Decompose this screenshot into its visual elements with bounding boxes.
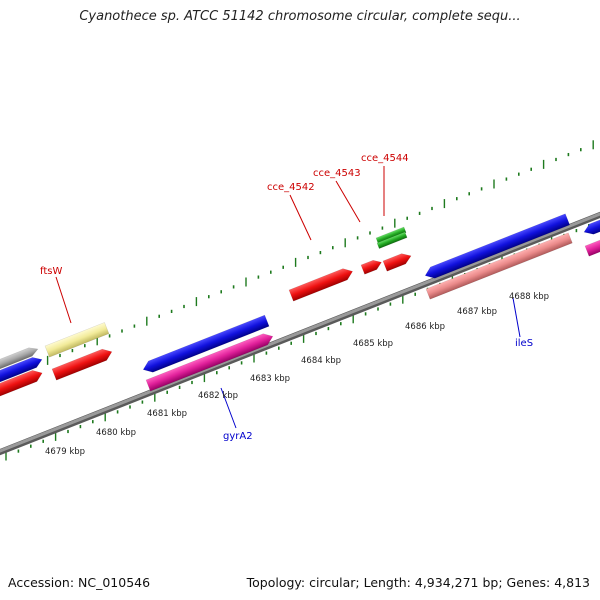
gene-label-gyrA2-leader bbox=[220, 387, 237, 429]
gene-gray-left[interactable] bbox=[0, 345, 40, 384]
gene-label-ileS-leader bbox=[512, 297, 521, 338]
gene-label-gyrA2[interactable]: gyrA2 bbox=[223, 431, 253, 442]
outer-tick-track bbox=[9, 140, 594, 377]
gene-blue-right[interactable] bbox=[582, 211, 600, 237]
gene-red-ftsW-adjacent[interactable] bbox=[51, 346, 114, 381]
gene-label-ileS[interactable]: ileS bbox=[515, 338, 533, 349]
gene-ileS[interactable] bbox=[425, 232, 573, 300]
gene-label-ftsW[interactable]: ftsW bbox=[40, 266, 62, 277]
map-title: Cyanothece sp. ATCC 51142 chromosome cir… bbox=[79, 9, 521, 24]
gene-blue-gyrA2-upstream[interactable] bbox=[141, 314, 270, 375]
gene-gyrA2[interactable] bbox=[145, 331, 275, 392]
gene-cce_4544-red[interactable] bbox=[382, 251, 413, 272]
scale-label: 4684 kbp bbox=[301, 356, 341, 366]
gene-blue-ileS-upstream[interactable] bbox=[423, 213, 571, 281]
gene-label-cce_4543[interactable]: cce_4543 bbox=[313, 168, 361, 179]
scale-label: 4687 kbp bbox=[457, 307, 497, 317]
scale-label: 4679 kbp bbox=[45, 447, 85, 457]
gene-cce_4543[interactable] bbox=[360, 258, 383, 275]
gene-label-cce_4542[interactable]: cce_4542 bbox=[267, 182, 315, 193]
gene-cce_4542[interactable] bbox=[288, 266, 355, 302]
gene-label-ftsW-leader bbox=[55, 276, 72, 324]
gene-features[interactable] bbox=[0, 211, 600, 411]
gene-ftsW[interactable] bbox=[44, 322, 110, 358]
scale-label: 4685 kbp bbox=[353, 339, 393, 349]
accession-label: Accession: NC_010546 bbox=[8, 575, 151, 590]
gene-cce_4544-green-1[interactable] bbox=[375, 226, 407, 244]
scale-label: 4683 kbp bbox=[250, 374, 290, 384]
scale-label: 4681 kbp bbox=[147, 409, 187, 419]
gene-red-left[interactable] bbox=[0, 367, 44, 411]
gene-magenta-right[interactable] bbox=[584, 231, 600, 257]
gene-label-cce_4542-leader bbox=[289, 194, 312, 241]
gene-label-cce_4544[interactable]: cce_4544 bbox=[361, 153, 409, 164]
scale-label: 4680 kbp bbox=[96, 428, 136, 438]
chromosome-backbone bbox=[0, 211, 600, 456]
scale-label: 4686 kbp bbox=[405, 322, 445, 332]
gene-label-cce_4543-leader bbox=[335, 180, 361, 223]
gene-blue-left[interactable] bbox=[0, 354, 44, 397]
scale-labels: 4679 kbp 4680 kbp 4681 kbp 4682 kbp 4683 kbp… bbox=[45, 292, 549, 457]
scale-label: 4688 kbp bbox=[509, 292, 549, 302]
genome-summary: Topology: circular; Length: 4,934,271 bp… bbox=[246, 575, 590, 590]
gene-cce_4544-green-2[interactable] bbox=[376, 231, 408, 249]
scale-label: 4682 kbp bbox=[198, 391, 238, 401]
